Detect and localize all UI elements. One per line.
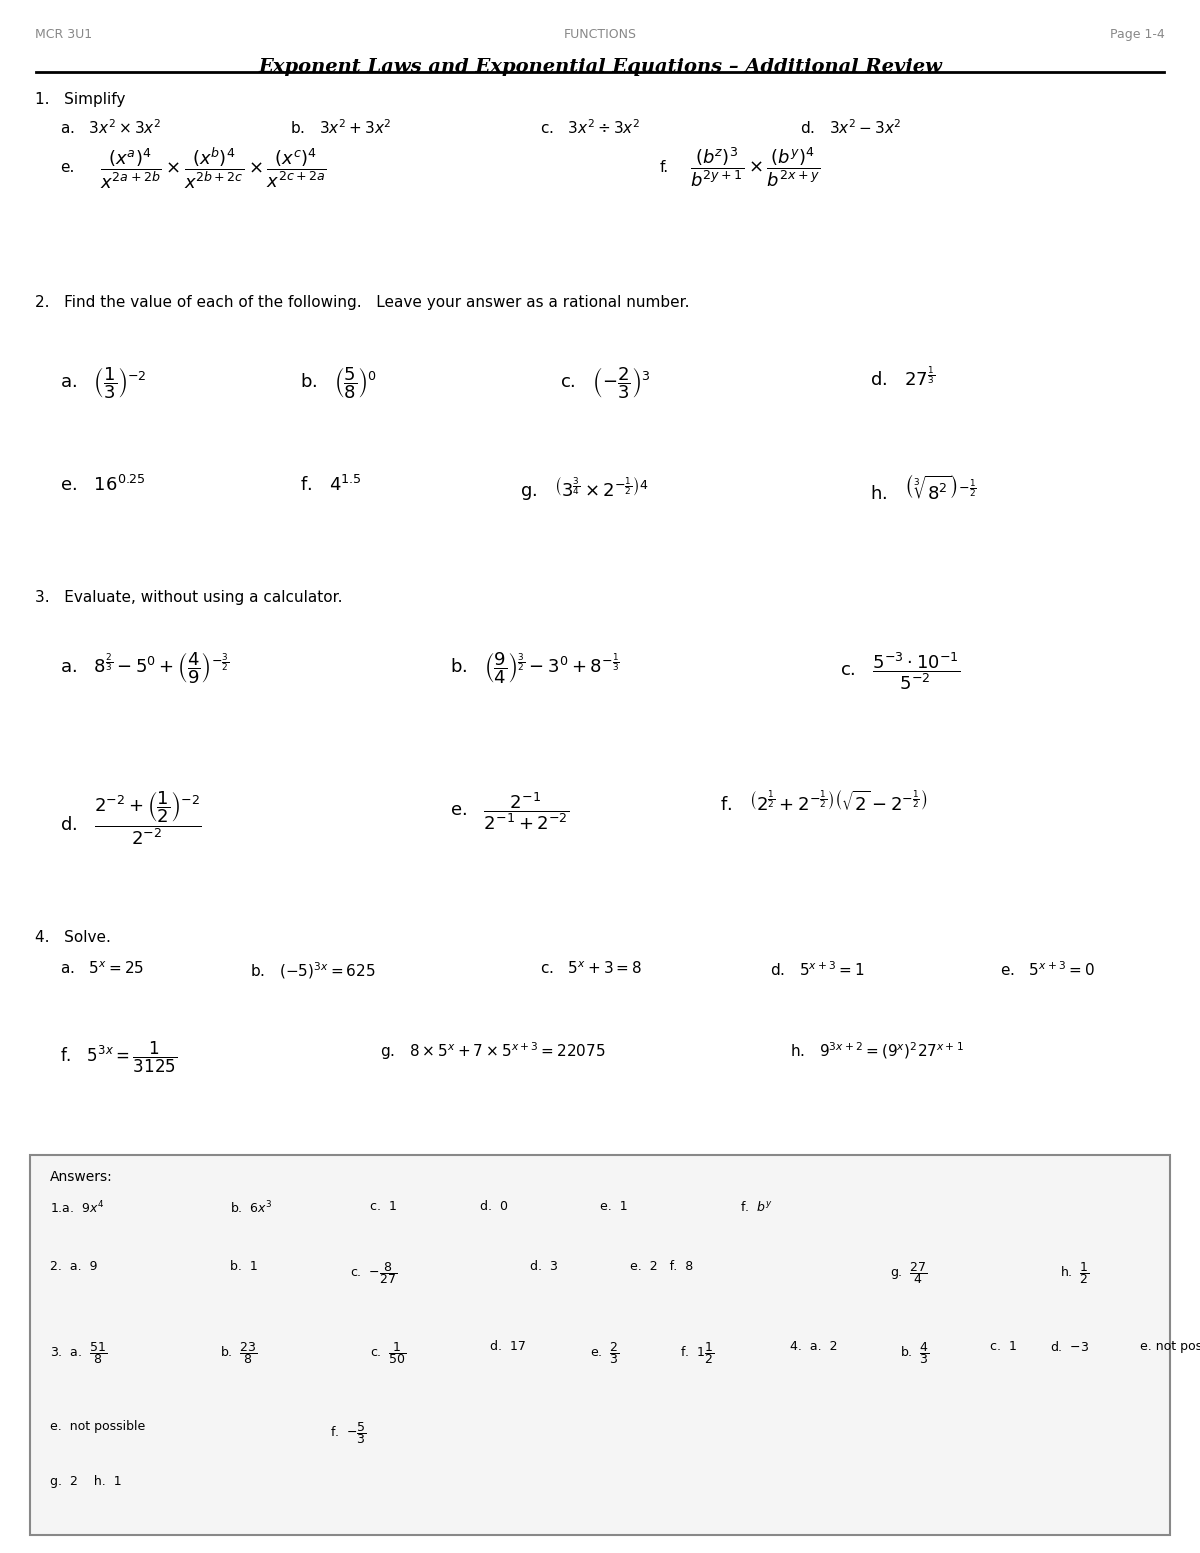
- Text: c.  $\dfrac{1}{50}$: c. $\dfrac{1}{50}$: [370, 1340, 407, 1367]
- Text: b.   $3x^2 + 3x^2$: b. $3x^2 + 3x^2$: [290, 118, 391, 137]
- Text: c.  1: c. 1: [990, 1340, 1016, 1353]
- Text: $\dfrac{\left(x^{a}\right)^{4}}{x^{2a+2b}} \times \dfrac{\left(x^{b}\right)^{4}}: $\dfrac{\left(x^{a}\right)^{4}}{x^{2a+2b…: [100, 144, 326, 191]
- Text: d.  3: d. 3: [530, 1259, 558, 1273]
- Text: Answers:: Answers:: [50, 1169, 113, 1183]
- Text: a.   $\left(\dfrac{1}{3}\right)^{-2}$: a. $\left(\dfrac{1}{3}\right)^{-2}$: [60, 365, 146, 401]
- Text: c.   $5^{x} + 3 = 8$: c. $5^{x} + 3 = 8$: [540, 960, 642, 977]
- Text: d.   $5^{x+3} = 1$: d. $5^{x+3} = 1$: [770, 960, 864, 978]
- FancyBboxPatch shape: [30, 1155, 1170, 1534]
- Text: d.  0: d. 0: [480, 1200, 508, 1213]
- Text: FUNCTIONS: FUNCTIONS: [564, 28, 636, 40]
- Text: 2.   Find the value of each of the following.   Leave your answer as a rational : 2. Find the value of each of the followi…: [35, 295, 690, 311]
- Text: f.  $1\dfrac{1}{2}$: f. $1\dfrac{1}{2}$: [680, 1340, 714, 1367]
- Text: c.  1: c. 1: [370, 1200, 397, 1213]
- Text: h.   $\left(\sqrt[3]{8^{2}}\right)^{-\frac{1}{2}}$: h. $\left(\sqrt[3]{8^{2}}\right)^{-\frac…: [870, 475, 977, 505]
- Text: b.  $\dfrac{23}{8}$: b. $\dfrac{23}{8}$: [220, 1340, 258, 1367]
- Text: b.  $\dfrac{4}{3}$: b. $\dfrac{4}{3}$: [900, 1340, 930, 1367]
- Text: Page 1-4: Page 1-4: [1110, 28, 1165, 40]
- Text: c.   $\dfrac{5^{-3} \cdot 10^{-1}}{5^{-2}}$: c. $\dfrac{5^{-3} \cdot 10^{-1}}{5^{-2}}…: [840, 651, 960, 691]
- Text: d.  $-3$: d. $-3$: [1050, 1340, 1090, 1354]
- Text: a.   $8^{\frac{2}{3}} - 5^{0} + \left(\dfrac{4}{9}\right)^{-\frac{3}{2}}$: a. $8^{\frac{2}{3}} - 5^{0} + \left(\dfr…: [60, 651, 229, 685]
- Text: c.  $-\dfrac{8}{27}$: c. $-\dfrac{8}{27}$: [350, 1259, 397, 1286]
- Text: d.  17: d. 17: [490, 1340, 526, 1353]
- Text: 4.   Solve.: 4. Solve.: [35, 930, 110, 944]
- Text: d.   $3x^2 - 3x^2$: d. $3x^2 - 3x^2$: [800, 118, 901, 137]
- Text: g.   $\left(3^{\frac{3}{4}}\times 2^{-\frac{1}{2}}\right)^{4}$: g. $\left(3^{\frac{3}{4}}\times 2^{-\fra…: [520, 475, 649, 503]
- Text: d.   $27^{\frac{1}{3}}$: d. $27^{\frac{1}{3}}$: [870, 365, 935, 388]
- Text: 2.  a.  9: 2. a. 9: [50, 1259, 97, 1273]
- Text: e.  2   f.  8: e. 2 f. 8: [630, 1259, 694, 1273]
- Text: d.   $\dfrac{2^{-2}+\left(\dfrac{1}{2}\right)^{-2}}{2^{-2}}$: d. $\dfrac{2^{-2}+\left(\dfrac{1}{2}\rig…: [60, 790, 202, 848]
- Text: f.: f.: [660, 160, 670, 175]
- Text: f.  $b^{y}$: f. $b^{y}$: [740, 1200, 773, 1214]
- Text: Exponent Laws and Exponential Equations – Additional Review: Exponent Laws and Exponential Equations …: [258, 57, 942, 76]
- Text: b.  $6x^{3}$: b. $6x^{3}$: [230, 1200, 272, 1216]
- Text: e.   $16^{0.25}$: e. $16^{0.25}$: [60, 475, 145, 495]
- Text: a.   $3x^2 \times 3x^2$: a. $3x^2 \times 3x^2$: [60, 118, 161, 137]
- Text: c.   $3x^2 \div 3x^2$: c. $3x^2 \div 3x^2$: [540, 118, 641, 137]
- Text: f.   $\left(2^{\frac{1}{2}}+2^{-\frac{1}{2}}\right)\left(\sqrt{2}-2^{-\frac{1}{2: f. $\left(2^{\frac{1}{2}}+2^{-\frac{1}{2…: [720, 790, 928, 815]
- Text: g.  $\dfrac{27}{4}$: g. $\dfrac{27}{4}$: [890, 1259, 928, 1286]
- Text: b.   $\left(-5\right)^{3x} = 625$: b. $\left(-5\right)^{3x} = 625$: [250, 960, 376, 980]
- Text: f.   $4^{1.5}$: f. $4^{1.5}$: [300, 475, 362, 495]
- Text: f.   $5^{3x} = \dfrac{1}{3125}$: f. $5^{3x} = \dfrac{1}{3125}$: [60, 1041, 178, 1075]
- Text: 1.a.  $9x^{4}$: 1.a. $9x^{4}$: [50, 1200, 104, 1216]
- Text: b.  1: b. 1: [230, 1259, 258, 1273]
- Text: e.   $5^{x+3} = 0$: e. $5^{x+3} = 0$: [1000, 960, 1094, 978]
- Text: b.   $\left(\dfrac{9}{4}\right)^{\frac{3}{2}} - 3^{0} + 8^{-\frac{1}{3}}$: b. $\left(\dfrac{9}{4}\right)^{\frac{3}{…: [450, 651, 619, 685]
- Text: 1.   Simplify: 1. Simplify: [35, 92, 125, 107]
- Text: e.   $\dfrac{2^{-1}}{2^{-1}+2^{-2}}$: e. $\dfrac{2^{-1}}{2^{-1}+2^{-2}}$: [450, 790, 570, 832]
- Text: e.  1: e. 1: [600, 1200, 628, 1213]
- Text: h.   $9^{3x+2} = \left(9^{x}\right)^{2} 27^{x+1}$: h. $9^{3x+2} = \left(9^{x}\right)^{2} 27…: [790, 1041, 964, 1061]
- Text: MCR 3U1: MCR 3U1: [35, 28, 92, 40]
- Text: h.  $\dfrac{1}{2}$: h. $\dfrac{1}{2}$: [1060, 1259, 1090, 1286]
- Text: f.  $-\dfrac{5}{3}$: f. $-\dfrac{5}{3}$: [330, 1419, 367, 1446]
- Text: c.   $\left(-\dfrac{2}{3}\right)^{3}$: c. $\left(-\dfrac{2}{3}\right)^{3}$: [560, 365, 650, 401]
- Text: b.   $\left(\dfrac{5}{8}\right)^{0}$: b. $\left(\dfrac{5}{8}\right)^{0}$: [300, 365, 377, 401]
- Text: e. not possible: e. not possible: [1140, 1340, 1200, 1353]
- Text: g.  2    h.  1: g. 2 h. 1: [50, 1475, 121, 1488]
- Text: $\dfrac{\left(b^{z}\right)^{3}}{b^{2y+1}} \times \dfrac{\left(b^{y}\right)^{4}}{: $\dfrac{\left(b^{z}\right)^{3}}{b^{2y+1}…: [690, 144, 821, 189]
- Text: e.  not possible: e. not possible: [50, 1419, 145, 1433]
- Text: g.   $8 \times 5^{x} + 7 \times 5^{x+3} = 22075$: g. $8 \times 5^{x} + 7 \times 5^{x+3} = …: [380, 1041, 606, 1062]
- Text: e.: e.: [60, 160, 74, 175]
- Text: 4.  a.  2: 4. a. 2: [790, 1340, 838, 1353]
- Text: 3.   Evaluate, without using a calculator.: 3. Evaluate, without using a calculator.: [35, 590, 342, 606]
- Text: a.   $5^{x} = 25$: a. $5^{x} = 25$: [60, 960, 144, 977]
- Text: e.  $\dfrac{2}{3}$: e. $\dfrac{2}{3}$: [590, 1340, 619, 1367]
- Text: 3.  a.  $\dfrac{51}{8}$: 3. a. $\dfrac{51}{8}$: [50, 1340, 107, 1367]
